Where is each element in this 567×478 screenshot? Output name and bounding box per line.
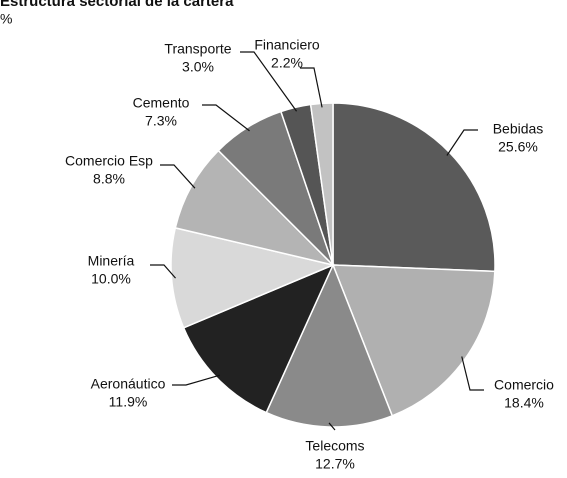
slice-label: Aeronáutico [91, 376, 166, 392]
pie-slice [182, 263, 335, 414]
slice-label: Telecoms [305, 438, 364, 454]
slice-value-label: 25.6% [498, 139, 538, 155]
leader-line [240, 51, 298, 112]
slice-label: Bebidas [493, 121, 544, 137]
chart-title: Estructura sectorial de la cartera [0, 0, 234, 10]
slice-value-label: 8.8% [93, 171, 125, 187]
slice-value-label: 3.0% [182, 59, 214, 75]
slice-value-label: 12.7% [315, 456, 355, 472]
pie-slice [332, 102, 496, 273]
leader-line [202, 104, 250, 132]
slice-label: Minería [88, 253, 135, 269]
pie-slice [265, 263, 394, 428]
slice-value-label: 18.4% [504, 395, 544, 411]
slice-value-label: 11.9% [109, 394, 148, 410]
slice-label: Cemento [133, 95, 190, 111]
slice-label: Comercio Esp [65, 153, 153, 169]
slice-value-label: 7.3% [145, 113, 177, 129]
slice-label: Comercio [494, 377, 554, 393]
slice-label: Transporte [164, 41, 231, 57]
leader-line [300, 67, 323, 108]
leader-line [446, 129, 478, 156]
leader-line [150, 264, 176, 279]
leader-line [172, 374, 220, 386]
leader-line [328, 422, 336, 431]
pie-slice [331, 264, 496, 417]
slice-label: Financiero [254, 37, 320, 53]
slice-value-label: 2.2% [271, 55, 303, 71]
slice-value-label: 10.0% [91, 271, 131, 287]
pie-slice [170, 226, 336, 329]
chart-subtitle: % [0, 11, 12, 27]
leader-line [461, 356, 484, 391]
pie-slice [174, 149, 336, 267]
leader-line [160, 164, 196, 189]
